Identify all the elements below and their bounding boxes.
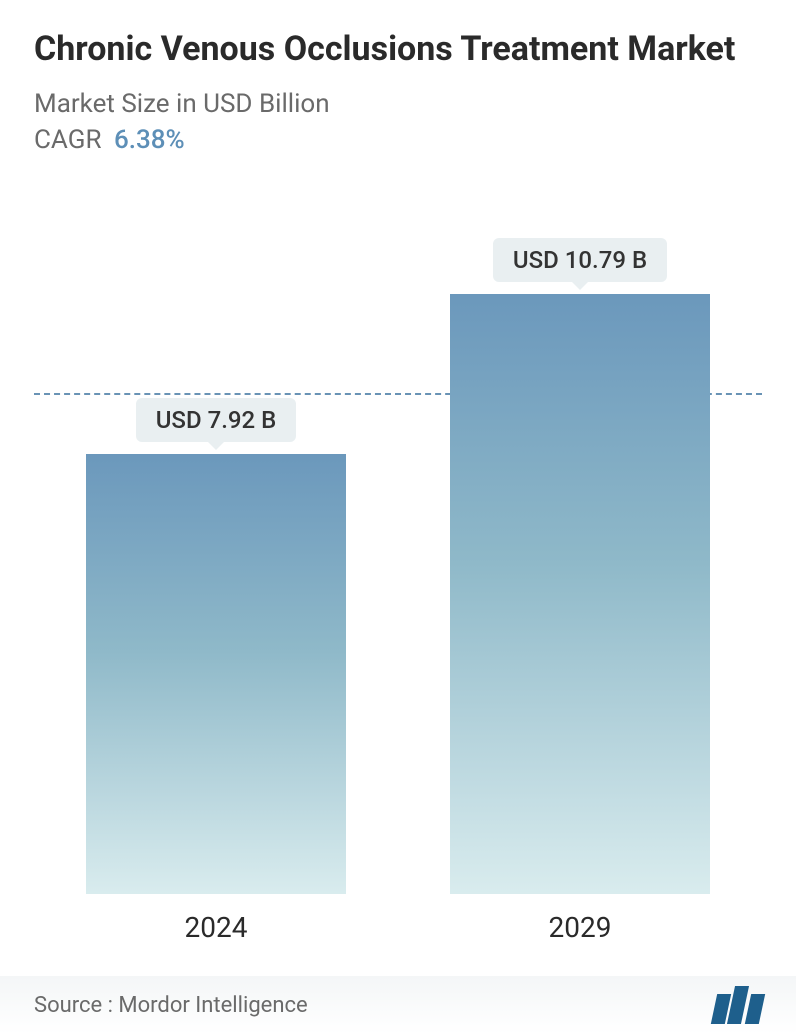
page-title: Chronic Venous Occlusions Treatment Mark… [34,28,762,71]
footer: Source : Mordor Intelligence [0,976,796,1034]
chart-container: Chronic Venous Occlusions Treatment Mark… [0,0,796,1034]
value-label-2029: USD 10.79 B [493,238,667,282]
x-label-2024: 2024 [76,911,356,944]
cagr-row: CAGR 6.38% [34,125,762,155]
subtitle: Market Size in USD Billion [34,89,762,119]
cagr-value: 6.38% [114,125,185,155]
x-label-2029: 2029 [440,911,720,944]
cagr-label: CAGR [34,125,101,155]
bars-row: USD 7.92 B USD 10.79 B [34,294,762,894]
value-label-2024: USD 7.92 B [136,398,297,442]
x-axis-labels: 2024 2029 [34,911,762,944]
bar-group-2029: USD 10.79 B [440,238,720,894]
chart-area: USD 7.92 B USD 10.79 B 2024 2029 [34,185,762,1015]
bar-group-2024: USD 7.92 B [76,398,356,894]
bar-2029 [450,294,710,894]
bar-2024 [86,454,346,894]
source-text: Source : Mordor Intelligence [34,993,308,1018]
brand-logo-icon [714,986,762,1024]
